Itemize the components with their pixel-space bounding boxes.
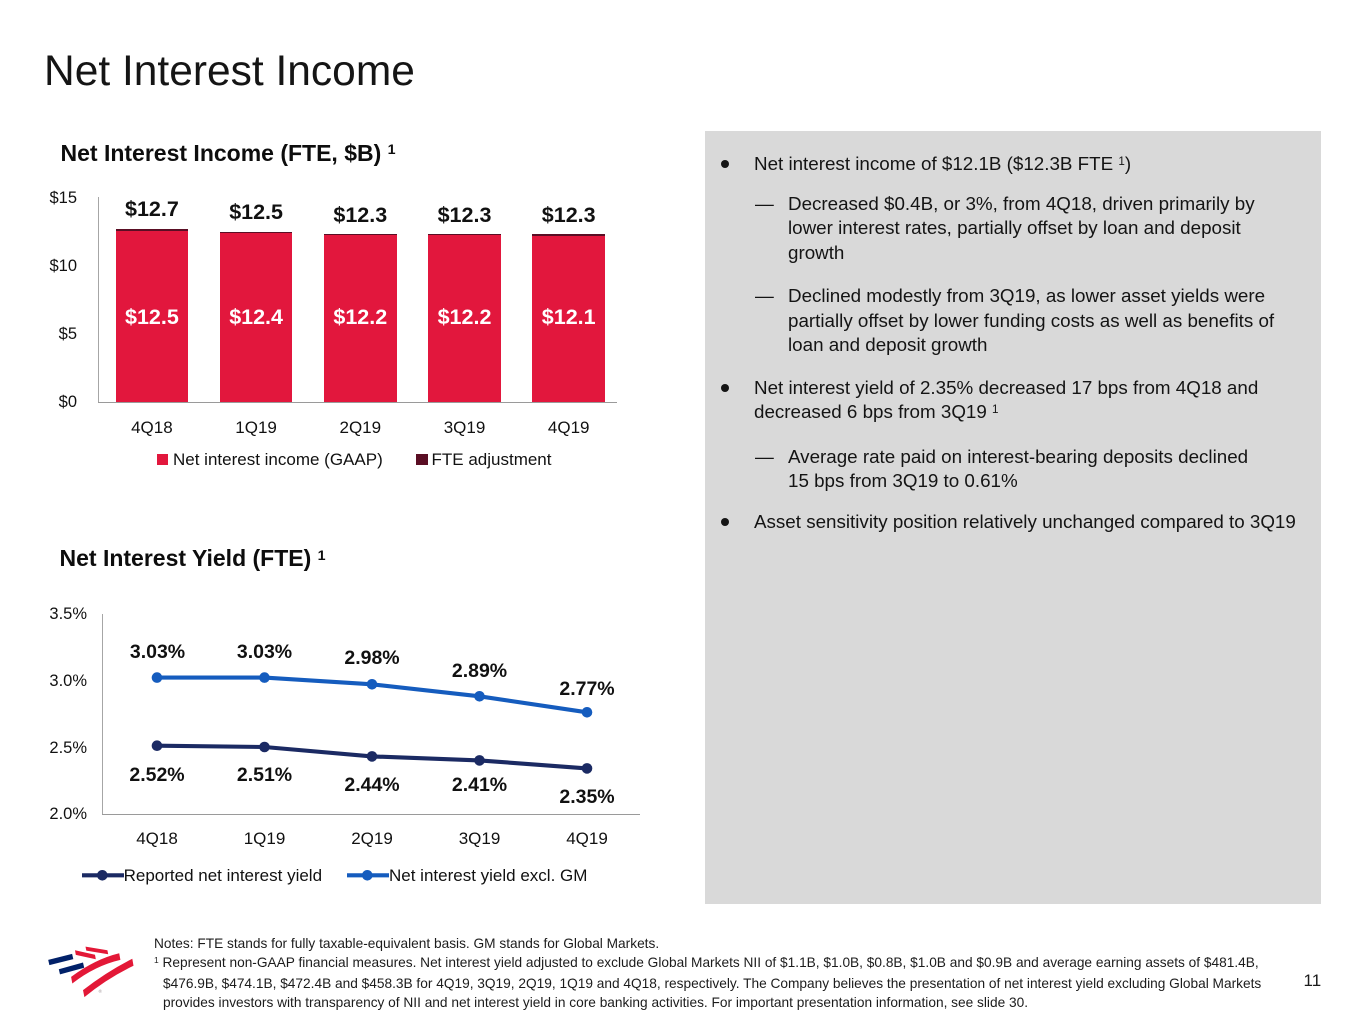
svg-text:®: ® [99, 988, 103, 994]
